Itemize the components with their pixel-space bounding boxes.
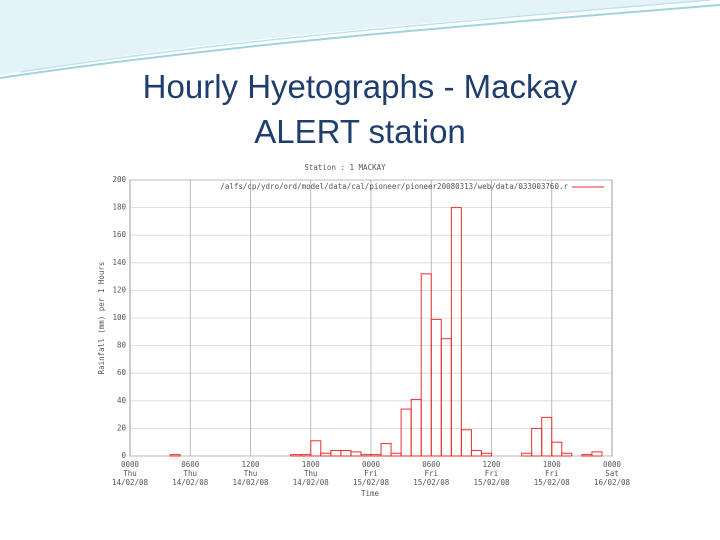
x-tick-label: 1800 <box>543 460 562 469</box>
y-tick-label: 60 <box>117 368 127 377</box>
decor <box>0 0 720 75</box>
chart-bg <box>95 152 625 500</box>
bar <box>450 207 462 457</box>
x-tick-label: 0000 <box>603 460 622 469</box>
y-tick-label: 100 <box>112 313 126 322</box>
y-tick-label: 0 <box>121 451 126 460</box>
x-tick-date: 16/02/08 <box>594 478 631 487</box>
slide-title: Hourly Hyetographs - Mackay ALERT statio… <box>142 68 578 150</box>
bar <box>380 443 392 457</box>
y-tick-label: 140 <box>112 258 126 267</box>
x-tick-label: 1200 <box>241 460 260 469</box>
bar <box>561 452 573 457</box>
x-tick-date: 15/02/08 <box>534 478 571 487</box>
legend-label: /alfs/cp/ydro/ord/model/data/cal/pioneer… <box>220 182 568 191</box>
x-tick-date: 14/02/08 <box>232 478 269 487</box>
x-tick-date: 14/02/08 <box>172 478 209 487</box>
y-tick-label: 40 <box>117 396 127 405</box>
x-tick-label: 0000 <box>362 460 381 469</box>
bar <box>460 429 472 457</box>
x-tick-day: Sat <box>605 469 619 478</box>
x-tick-day: Fri <box>364 469 378 478</box>
y-tick-label: 160 <box>112 230 126 239</box>
x-tick-date: 15/02/08 <box>473 478 510 487</box>
bar <box>480 452 493 457</box>
x-tick-day: Thu <box>123 469 137 478</box>
y-axis-label: Rainfall (mm) per 1 Hours <box>97 262 106 375</box>
y-tick-label: 120 <box>112 285 126 294</box>
bar <box>350 451 362 457</box>
y-tick-label: 180 <box>112 203 126 212</box>
y-tick-label: 20 <box>117 423 127 432</box>
x-tick-day: Fri <box>424 469 438 478</box>
x-tick-label: 1800 <box>302 460 321 469</box>
x-tick-day: Thu <box>183 469 197 478</box>
x-tick-date: 14/02/08 <box>293 478 330 487</box>
x-tick-day: Thu <box>244 469 258 478</box>
x-tick-day: Fri <box>545 469 559 478</box>
bar <box>541 416 553 457</box>
x-axis-label: Time <box>361 489 380 498</box>
x-tick-label: 0000 <box>121 460 140 469</box>
bar <box>310 440 322 457</box>
x-tick-date: 15/02/08 <box>353 478 390 487</box>
x-tick-label: 0600 <box>181 460 200 469</box>
decor-line <box>0 4 720 79</box>
y-tick-label: 200 <box>112 175 126 184</box>
x-tick-day: Thu <box>304 469 318 478</box>
x-tick-label: 0600 <box>422 460 441 469</box>
bar <box>169 454 181 457</box>
x-tick-date: 15/02/08 <box>413 478 450 487</box>
decor-line <box>19 0 711 73</box>
chart-title: Station : 1 MACKAY <box>304 163 386 172</box>
bar <box>551 441 563 457</box>
chart: Station : 1 MACKAY Time Rainfall (mm) pe… <box>97 163 631 498</box>
x-tick-day: Fri <box>485 469 499 478</box>
y-tick-label: 80 <box>117 341 127 350</box>
bar <box>591 451 603 457</box>
x-tick-label: 1200 <box>482 460 501 469</box>
x-tick-date: 14/02/08 <box>112 478 149 487</box>
